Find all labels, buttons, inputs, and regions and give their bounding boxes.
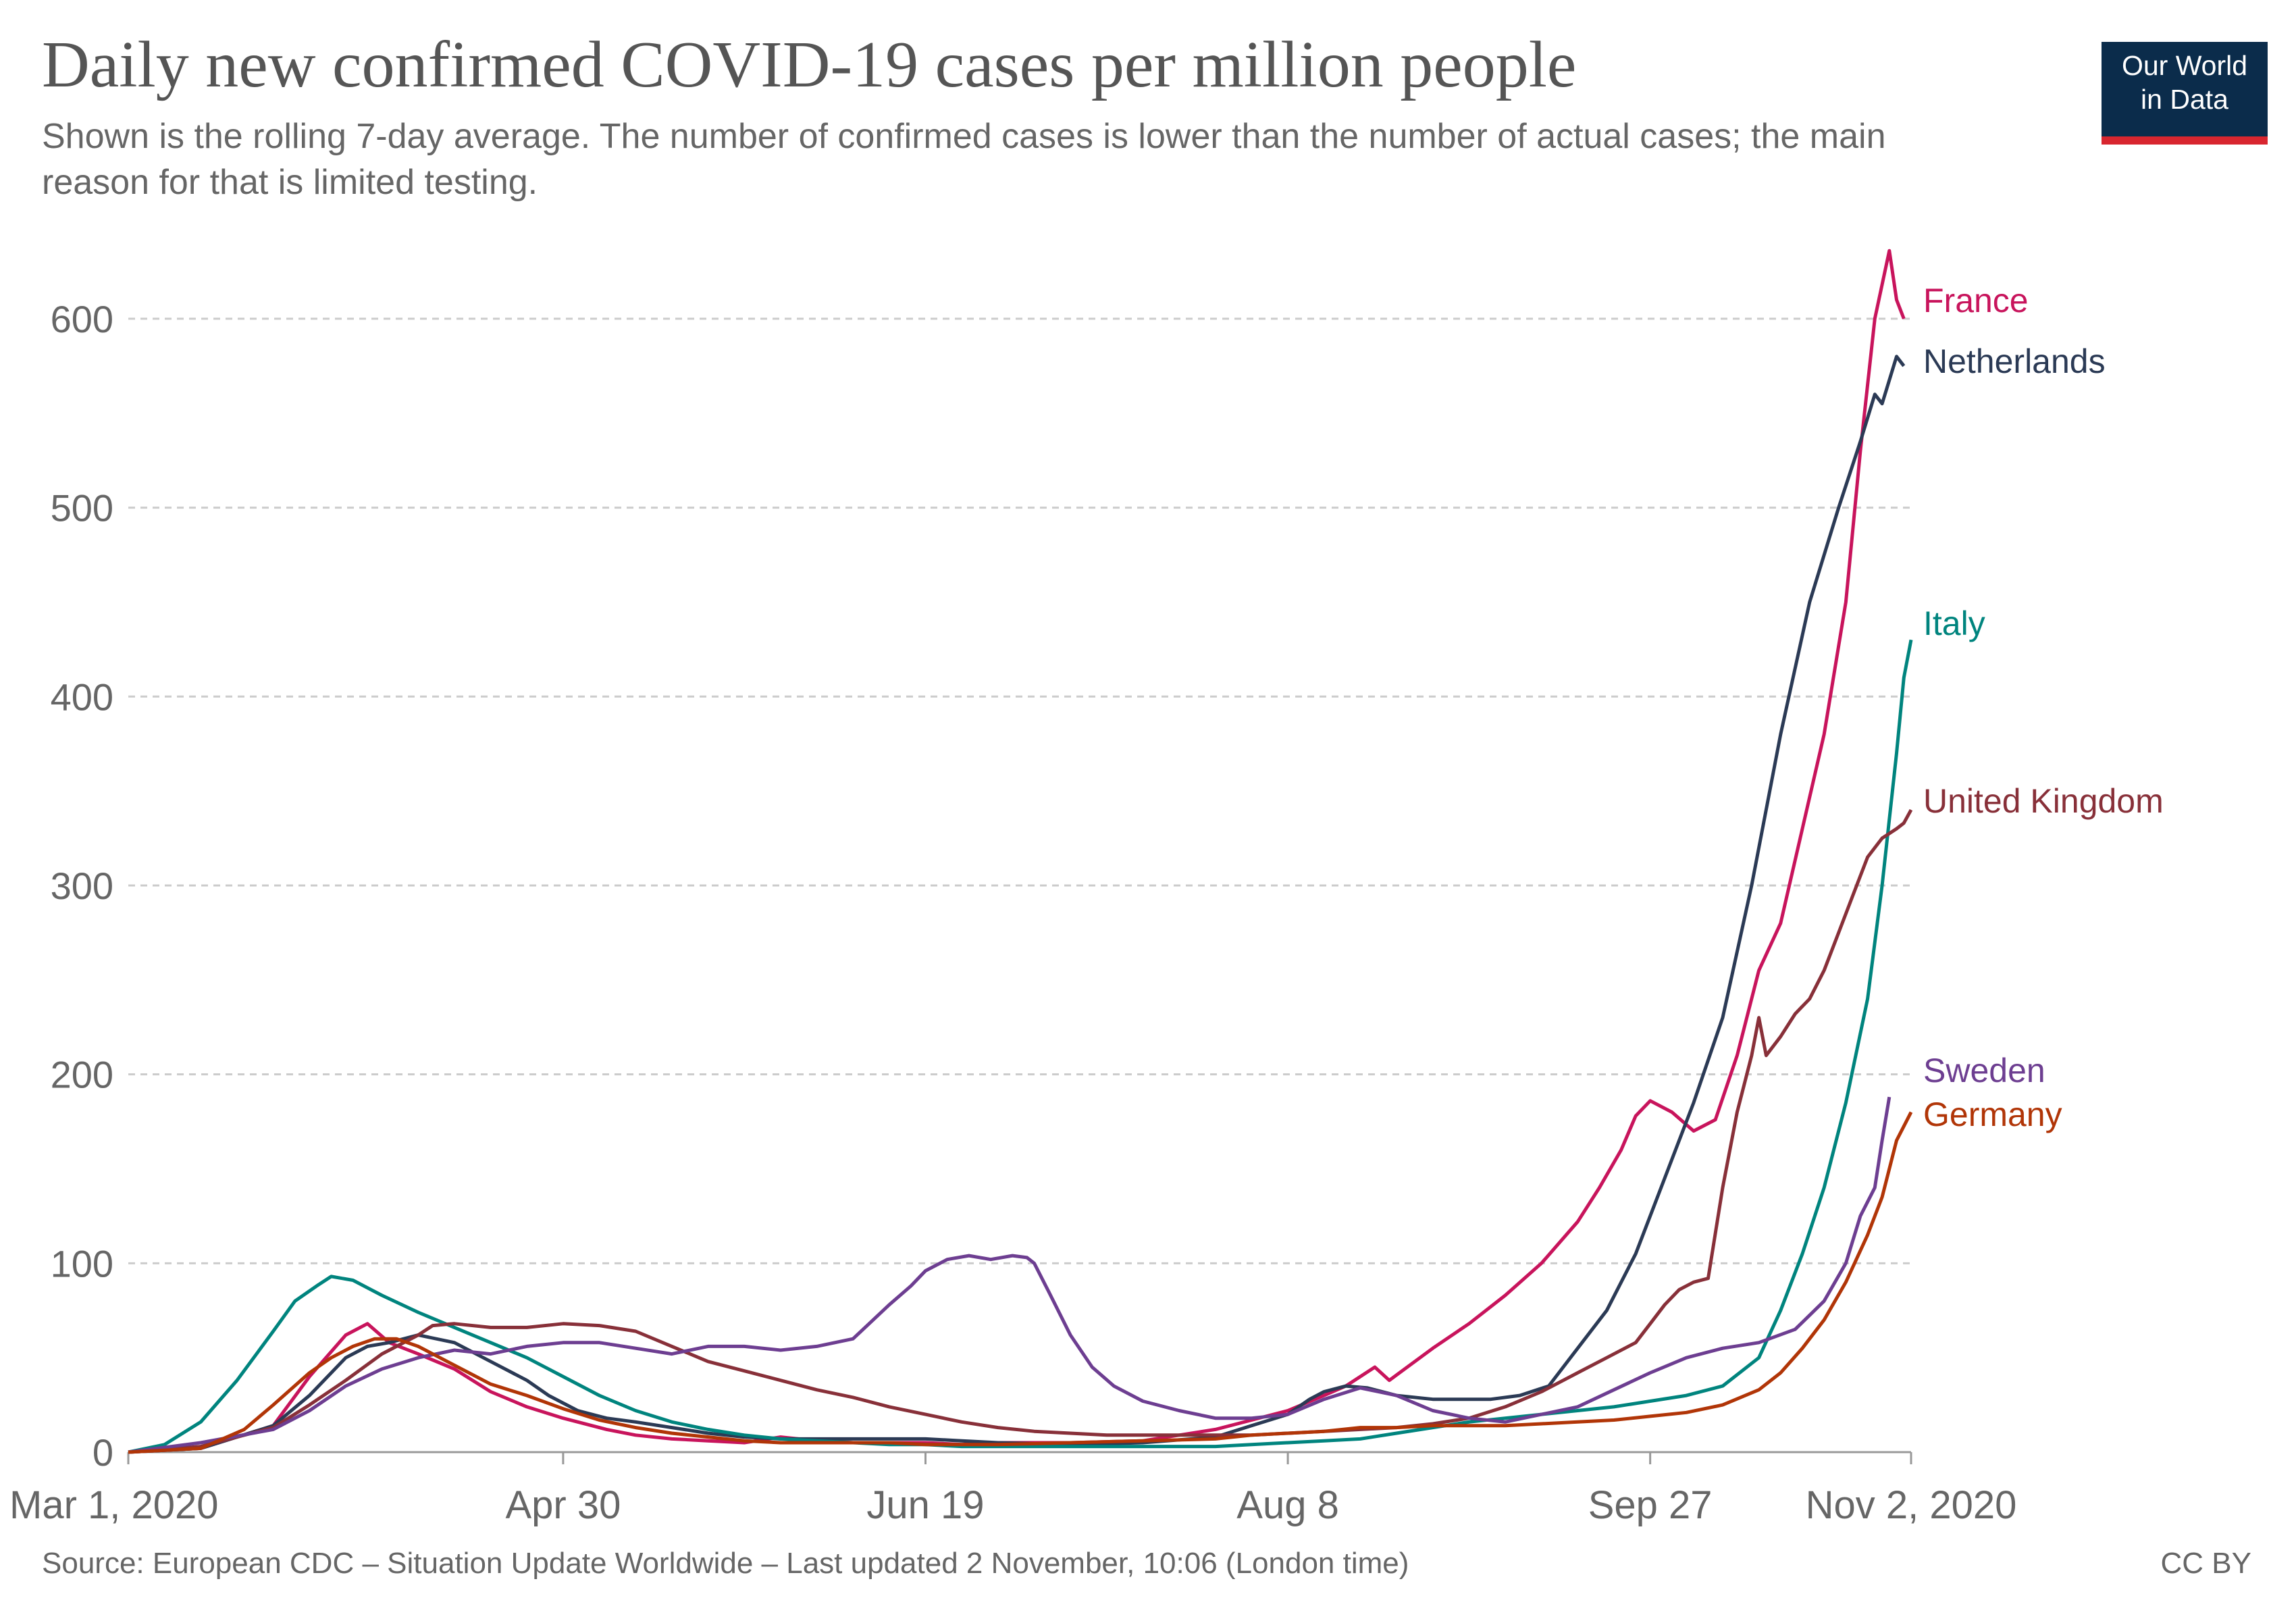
y-tick-label: 500 bbox=[51, 487, 113, 530]
logo-line-1: Our World bbox=[2121, 50, 2248, 81]
series-labels: France Netherlands Italy United Kingdom Swed… bbox=[1923, 282, 2164, 1133]
series-line-united-kingdom bbox=[128, 808, 1913, 1454]
chart-subtitle: Shown is the rolling 7-day average. The … bbox=[42, 117, 1886, 202]
y-tick-label: 400 bbox=[51, 675, 113, 718]
series-label-germany: Germany bbox=[1923, 1096, 2062, 1133]
logo-line-2: in Data bbox=[2141, 84, 2228, 115]
y-tick-label: 300 bbox=[51, 865, 113, 907]
logo-accent-bar bbox=[2102, 136, 2268, 145]
x-tick-label: Nov 2, 2020 bbox=[1806, 1483, 2017, 1527]
series-line-germany bbox=[128, 1111, 1913, 1454]
x-tick-label: Mar 1, 2020 bbox=[9, 1483, 219, 1527]
y-tick-label: 0 bbox=[93, 1431, 113, 1474]
gridlines bbox=[128, 317, 1911, 1453]
series-label-france: France bbox=[1923, 282, 2029, 319]
series-line-netherlands bbox=[128, 355, 1906, 1454]
owid-logo[interactable]: Our World in Data bbox=[2102, 42, 2268, 145]
x-axis-ticks: Mar 1, 2020 Apr 30 Jun 19 Aug 8 Sep 27 Nov 2,… bbox=[9, 1452, 2016, 1527]
series-label-netherlands: Netherlands bbox=[1923, 342, 2106, 380]
x-tick-label: Jun 19 bbox=[866, 1483, 984, 1527]
series-line-italy bbox=[128, 639, 1913, 1454]
x-tick-label: Sep 27 bbox=[1588, 1483, 1713, 1527]
series-label-sweden: Sweden bbox=[1923, 1052, 2045, 1089]
y-axis-ticks: 0 100 200 300 400 500 600 bbox=[51, 298, 113, 1474]
license-link[interactable]: CC BY bbox=[2160, 1547, 2251, 1580]
x-tick-label: Aug 8 bbox=[1236, 1483, 1339, 1527]
series-line-sweden bbox=[128, 1096, 1891, 1454]
chart-title: Daily new confirmed COVID-19 cases per m… bbox=[42, 28, 1577, 101]
y-tick-label: 600 bbox=[51, 298, 113, 340]
y-tick-label: 100 bbox=[51, 1242, 113, 1285]
series-lines bbox=[128, 249, 1913, 1454]
series-line-france bbox=[128, 249, 1906, 1454]
x-tick-label: Apr 30 bbox=[505, 1483, 621, 1527]
series-label-italy: Italy bbox=[1923, 604, 1985, 642]
series-label-united-kingdom: United Kingdom bbox=[1923, 782, 2164, 820]
y-tick-label: 200 bbox=[51, 1054, 113, 1096]
source-note: Source: European CDC – Situation Update … bbox=[42, 1547, 1409, 1580]
